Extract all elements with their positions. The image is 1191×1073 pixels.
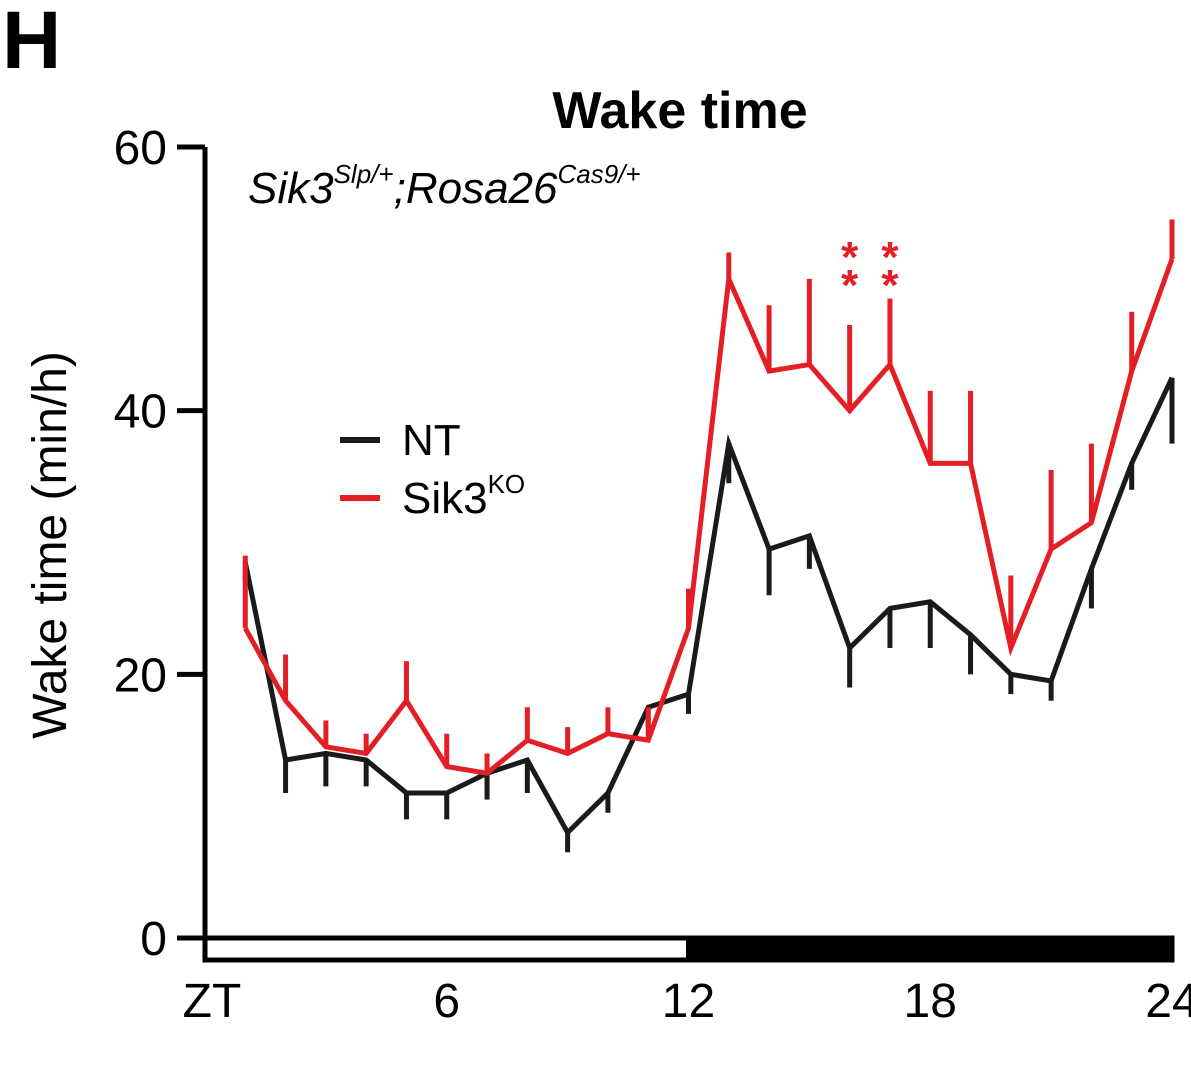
- significance-star-16-0: *: [841, 233, 859, 282]
- y-axis-ticks: 0 20 40 60: [114, 122, 205, 966]
- y-axis-label: Wake time (min/h): [24, 351, 77, 739]
- panel-label: H: [2, 0, 61, 86]
- series-line-sik3ko: [243, 258, 1175, 776]
- chart-subtitle: Sik3Slp/+;Rosa26Cas9/+: [248, 159, 641, 213]
- legend-label-nt: NT: [402, 416, 461, 465]
- y-tick-label-60: 60: [114, 122, 167, 175]
- legend-label-sik3ko: Sik3KO: [402, 469, 525, 523]
- significance-marker-17: **: [881, 233, 899, 310]
- series-line-nt: [242, 376, 1175, 837]
- significance-marker-16: **: [841, 233, 859, 310]
- significance-star-17-1: *: [881, 261, 899, 310]
- x-tick-label-12: 12: [662, 975, 715, 1028]
- legend-label-sik3ko-main: Sik3: [402, 474, 488, 523]
- series-layer: [242, 219, 1175, 853]
- annotation-layer: ****: [841, 233, 899, 310]
- subtitle-sup1: Slp/+: [334, 159, 394, 189]
- y-tick-label-20: 20: [114, 649, 167, 702]
- light-dark-bar: [202, 935, 1175, 963]
- subtitle-main: Sik3: [248, 164, 334, 213]
- significance-star-16-1: *: [841, 261, 859, 310]
- x-tick-label-18: 18: [904, 975, 957, 1028]
- subtitle-mid: ;Rosa26: [394, 164, 558, 213]
- y-tick-label-0: 0: [140, 913, 167, 966]
- legend: NT Sik3KO: [340, 416, 525, 523]
- y-tick-label-40: 40: [114, 386, 167, 439]
- dark-phase-bar: [686, 935, 1175, 963]
- subtitle-sup2: Cas9/+: [557, 159, 640, 189]
- light-phase-bar: [202, 935, 691, 963]
- chart-title: Wake time: [552, 82, 807, 140]
- x-tick-label-24: 24: [1145, 975, 1191, 1028]
- x-axis-ticks: ZT 6 12 18 24: [183, 975, 1191, 1028]
- legend-label-sik3ko-sup: KO: [488, 469, 526, 499]
- x-tick-label-zt: ZT: [183, 975, 242, 1028]
- significance-star-17-0: *: [881, 233, 899, 282]
- x-tick-label-6: 6: [433, 975, 460, 1028]
- series-sik3ko: [242, 219, 1175, 776]
